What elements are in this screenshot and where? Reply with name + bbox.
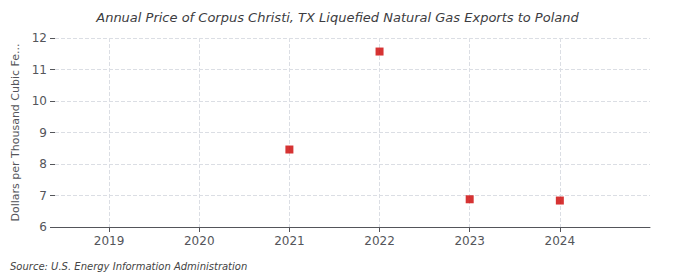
svg-text:10: 10	[32, 94, 47, 108]
svg-text:2022: 2022	[364, 234, 395, 248]
svg-text:2023: 2023	[454, 234, 485, 248]
svg-text:11: 11	[32, 63, 47, 77]
svg-text:7: 7	[39, 189, 47, 203]
svg-text:9: 9	[39, 126, 47, 140]
svg-text:Source: U.S. Energy Informatio: Source: U.S. Energy Information Administ…	[10, 261, 247, 272]
svg-text:6: 6	[39, 220, 47, 234]
svg-text:8: 8	[39, 157, 47, 171]
svg-text:Annual Price of Corpus Christi: Annual Price of Corpus Christi, TX Lique…	[95, 10, 579, 25]
svg-text:2021: 2021	[274, 234, 305, 248]
svg-text:2024: 2024	[545, 234, 576, 248]
svg-text:12: 12	[32, 31, 47, 45]
svg-text:Dollars per Thousand Cubic Fe.: Dollars per Thousand Cubic Fe...	[9, 43, 22, 221]
svg-text:2019: 2019	[94, 234, 125, 248]
svg-text:2020: 2020	[184, 234, 215, 248]
